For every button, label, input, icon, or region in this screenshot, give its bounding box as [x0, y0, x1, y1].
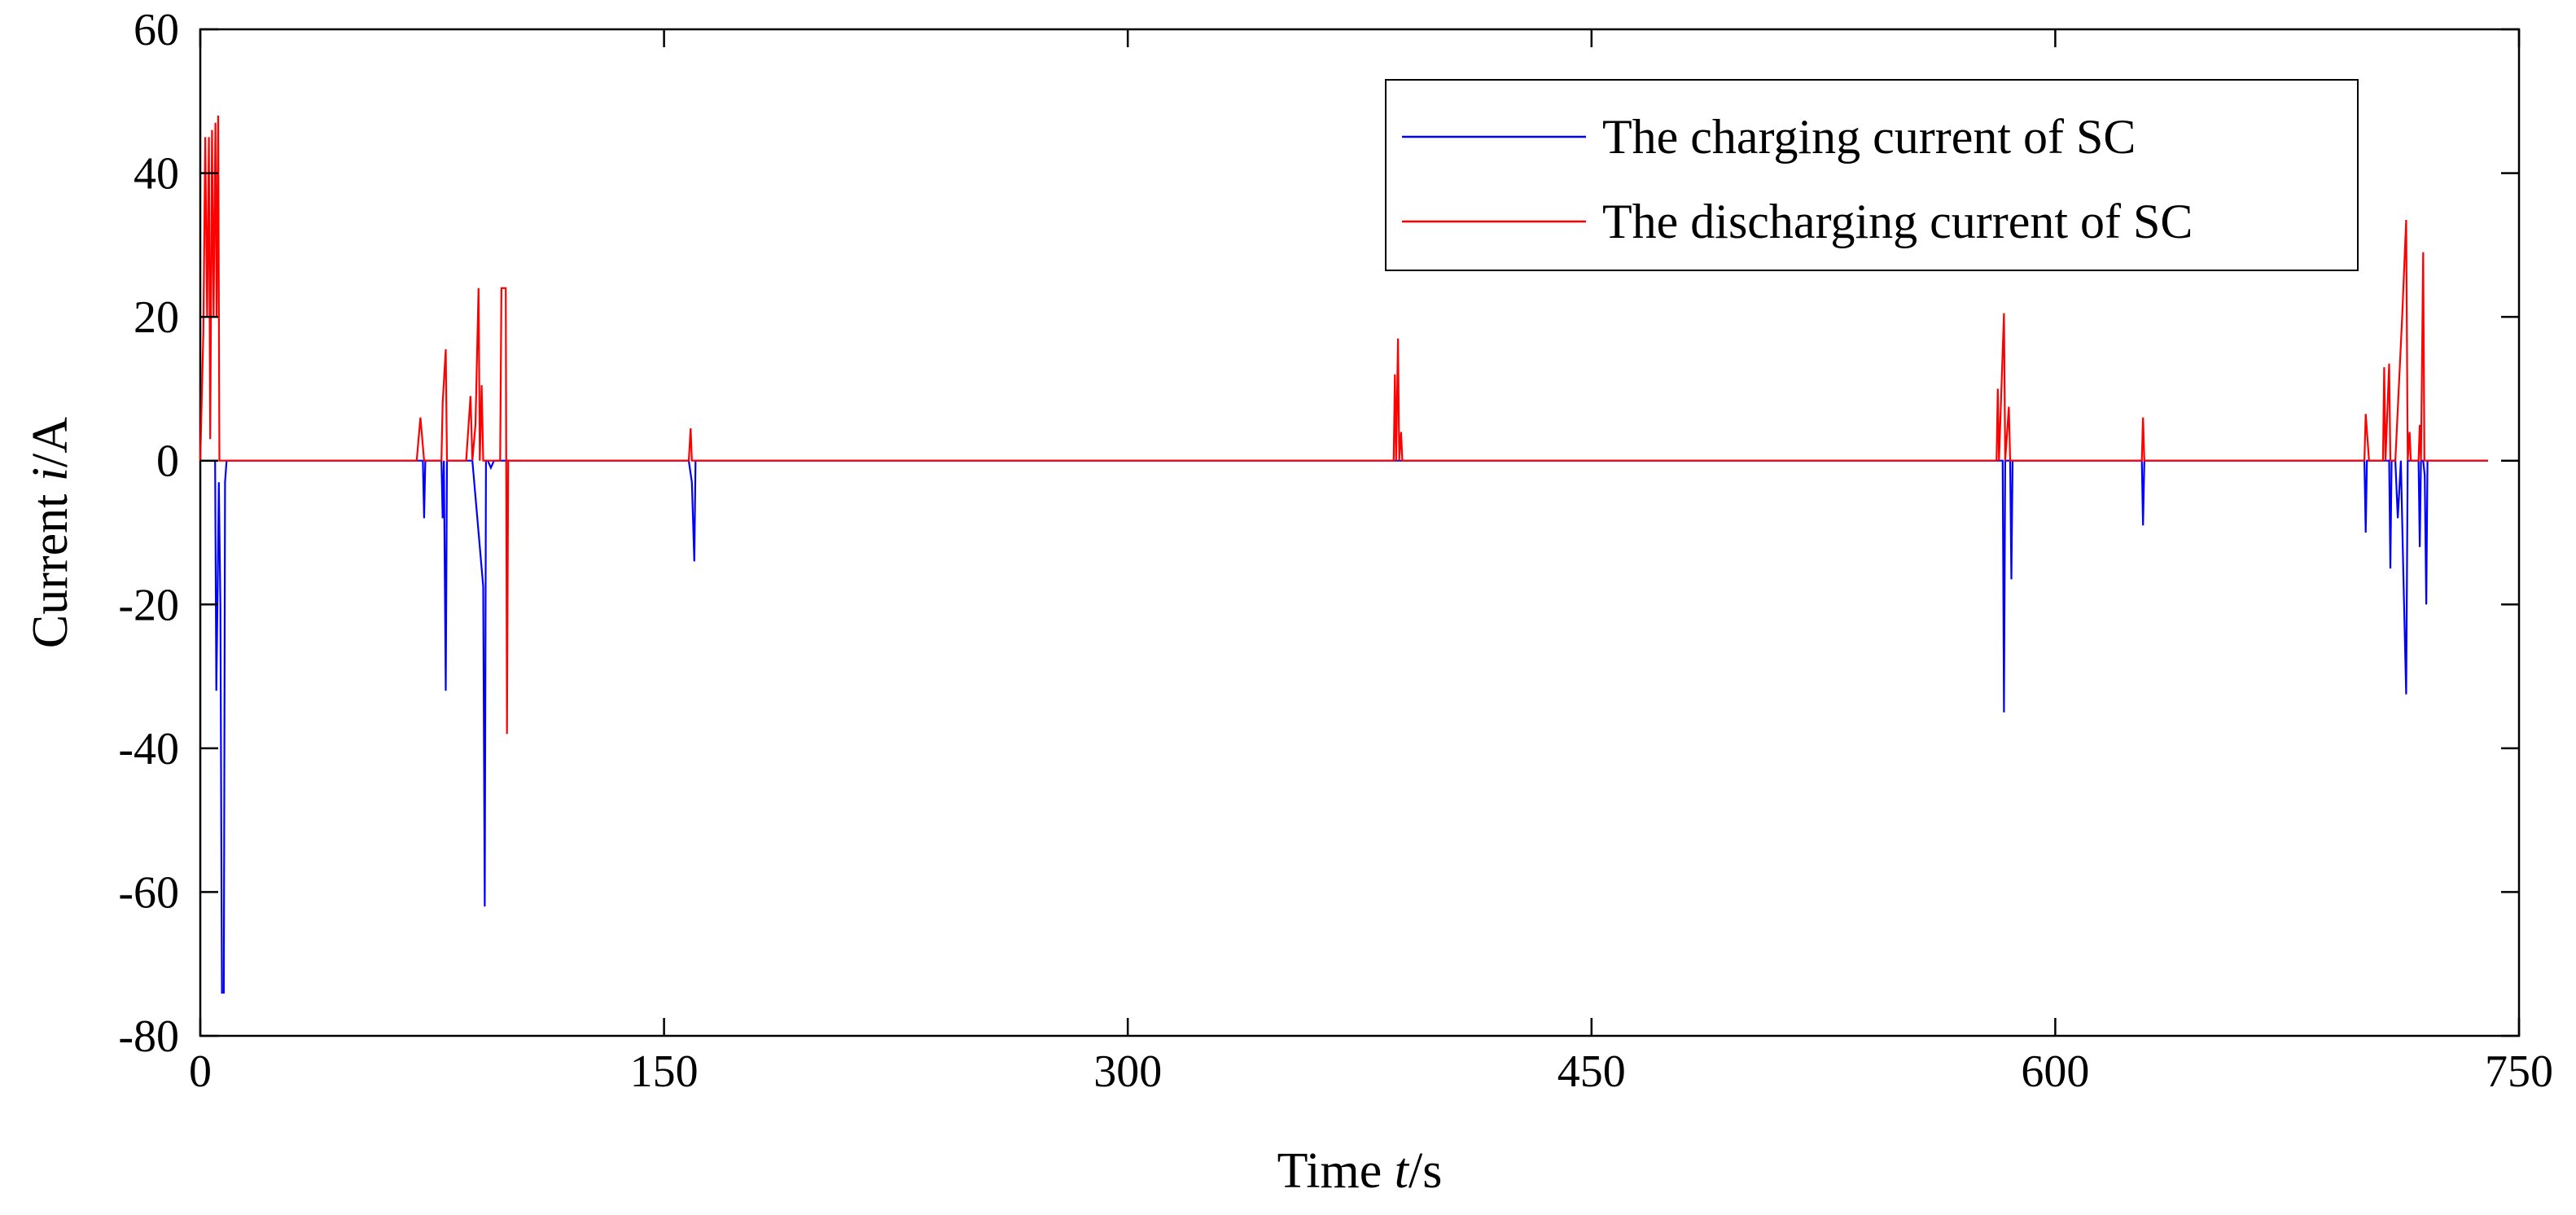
y-tick-label: -60: [118, 867, 179, 918]
x-tick-label: 750: [2485, 1046, 2553, 1097]
x-ticks: 0 150 300 450 600 750: [189, 29, 2553, 1097]
x-axis-label-variable: t: [1395, 1143, 1410, 1199]
y-tick-label: 40: [134, 149, 179, 200]
x-axis-label: Time t/s: [1277, 1143, 1443, 1199]
x-axis-label-unit: /s: [1408, 1143, 1442, 1199]
axes-frame: [199, 28, 2521, 1037]
y-tick-label: -80: [118, 1011, 179, 1062]
x-tick-label: 450: [1557, 1046, 1626, 1097]
y-axis-label-prefix: Current: [23, 481, 78, 648]
series-line-charging: [200, 459, 2488, 994]
y-axis-label-variable: i: [23, 467, 78, 481]
plot-area: 0 150 300 450 600 750 60 40 20 0 -20 -40 -60 -80: [118, 5, 2553, 1097]
y-axis-label-unit: /A: [23, 417, 78, 467]
y-tick-label: 20: [134, 292, 179, 343]
series-layer: [199, 115, 2488, 994]
y-axis-label: Current i/A: [23, 417, 78, 648]
series-line-discharging: [199, 115, 2488, 735]
legend-box: [1385, 79, 2359, 271]
x-axis-label-prefix: Time: [1277, 1143, 1395, 1199]
legend: The charging current of SC The dischargi…: [1385, 79, 2359, 271]
y-tick-label: -20: [118, 580, 179, 630]
x-tick-label: 0: [189, 1046, 212, 1097]
x-tick-label: 300: [1093, 1046, 1162, 1097]
y-tick-label: 0: [156, 436, 179, 487]
legend-label-charging: The charging current of SC: [1602, 110, 2136, 164]
legend-label-discharging: The discharging current of SC: [1602, 195, 2193, 248]
y-tick-label: -40: [118, 724, 179, 774]
y-tick-label: 60: [134, 5, 179, 55]
x-tick-label: 600: [2021, 1046, 2089, 1097]
x-tick-label: 150: [630, 1046, 699, 1097]
y-ticks: 60 40 20 0 -20 -40 -60 -80: [118, 5, 2519, 1062]
